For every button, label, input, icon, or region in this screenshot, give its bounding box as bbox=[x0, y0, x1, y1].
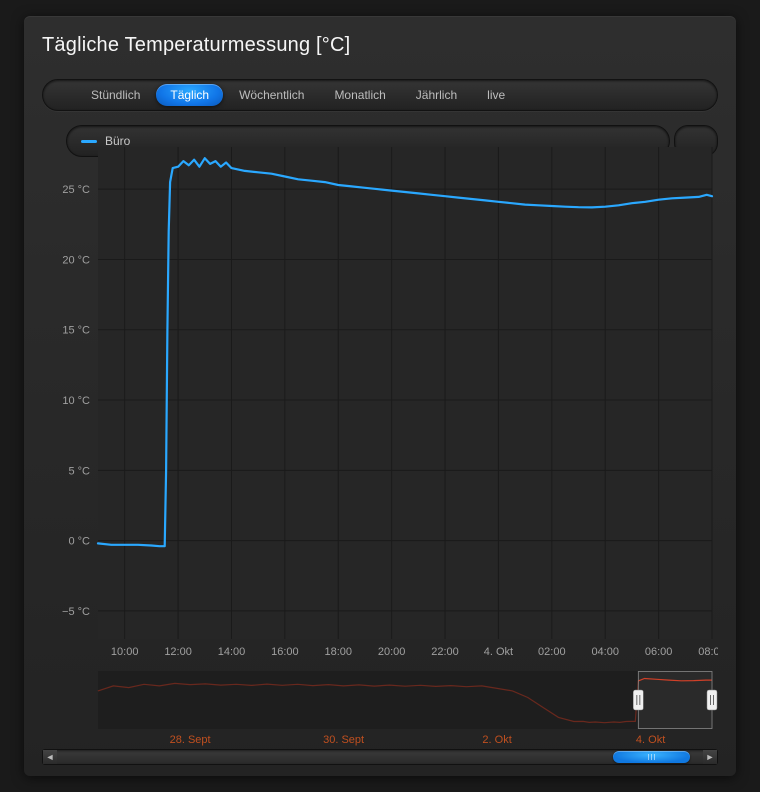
scroll-track[interactable] bbox=[57, 750, 703, 764]
navigator-scrollbar[interactable]: ◄ ► bbox=[42, 749, 718, 765]
svg-text:−5 °C: −5 °C bbox=[62, 606, 90, 618]
scroll-thumb[interactable] bbox=[613, 751, 691, 763]
svg-text:22:00: 22:00 bbox=[431, 646, 459, 658]
svg-text:4. Okt: 4. Okt bbox=[484, 646, 513, 658]
svg-text:28. Sept: 28. Sept bbox=[170, 734, 211, 746]
svg-text:5 °C: 5 °C bbox=[68, 465, 90, 477]
thumb-grip-icon bbox=[648, 754, 649, 760]
svg-text:14:00: 14:00 bbox=[218, 646, 246, 658]
svg-text:04:00: 04:00 bbox=[591, 646, 619, 658]
svg-text:18:00: 18:00 bbox=[324, 646, 352, 658]
tab-jährlich[interactable]: Jährlich bbox=[402, 84, 471, 106]
navigator-container: 28. Sept 30. Sept 2. Okt 4. Okt bbox=[42, 671, 718, 747]
main-chart-container: Büro −5 °C0 °C5 °C10 °C15 °C20 °C25 °C10… bbox=[42, 125, 718, 665]
svg-text:20:00: 20:00 bbox=[378, 646, 406, 658]
thumb-grip-icon bbox=[651, 754, 652, 760]
dashboard-panel: Tägliche Temperaturmessung [°C] Stündlic… bbox=[24, 16, 736, 776]
tab-live[interactable]: live bbox=[473, 84, 519, 106]
svg-text:12:00: 12:00 bbox=[164, 646, 192, 658]
tab-monatlich[interactable]: Monatlich bbox=[320, 84, 399, 106]
scroll-left-button[interactable]: ◄ bbox=[43, 750, 57, 764]
svg-text:0 °C: 0 °C bbox=[68, 536, 90, 548]
thumb-grip-icon bbox=[654, 754, 655, 760]
svg-text:25 °C: 25 °C bbox=[62, 184, 90, 196]
scroll-right-button[interactable]: ► bbox=[703, 750, 717, 764]
main-chart[interactable]: −5 °C 0 °C 5 °C 10 °C 15 °C 20 °C 25 °C 10:00 12… bbox=[42, 125, 718, 665]
svg-text:4. Okt: 4. Okt bbox=[636, 734, 665, 746]
tab-täglich[interactable]: Täglich bbox=[156, 84, 223, 106]
navigator-chart[interactable]: 28. Sept 30. Sept 2. Okt 4. Okt bbox=[42, 671, 718, 747]
svg-text:02:00: 02:00 bbox=[538, 646, 566, 658]
tab-stündlich[interactable]: Stündlich bbox=[77, 84, 154, 106]
svg-text:16:00: 16:00 bbox=[271, 646, 299, 658]
tab-wöchentlich[interactable]: Wöchentlich bbox=[225, 84, 318, 106]
svg-text:15 °C: 15 °C bbox=[62, 325, 90, 337]
svg-text:06:00: 06:00 bbox=[645, 646, 673, 658]
svg-text:2. Okt: 2. Okt bbox=[482, 734, 511, 746]
svg-text:08:00: 08:00 bbox=[698, 646, 718, 658]
interval-tabbar: StündlichTäglichWöchentlichMonatlichJähr… bbox=[42, 79, 718, 111]
svg-text:10:00: 10:00 bbox=[111, 646, 139, 658]
svg-text:30. Sept: 30. Sept bbox=[323, 734, 364, 746]
svg-text:10 °C: 10 °C bbox=[62, 395, 90, 407]
page-title: Tägliche Temperaturmessung [°C] bbox=[42, 34, 718, 57]
svg-text:20 °C: 20 °C bbox=[62, 254, 90, 266]
